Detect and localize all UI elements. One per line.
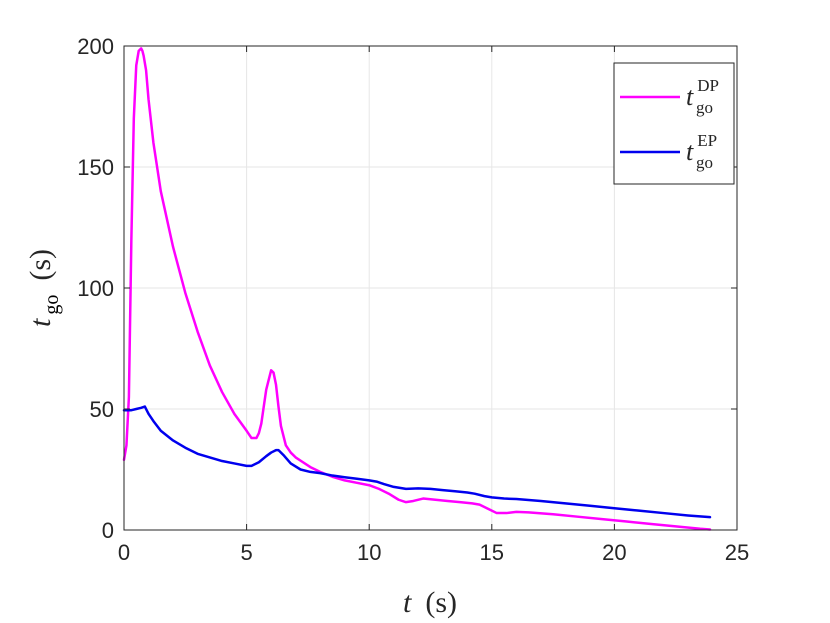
x-tick-label: 0 xyxy=(118,540,130,565)
x-axis-label: t (s) xyxy=(403,586,457,619)
y-axis-sub: go xyxy=(41,295,63,315)
x-axis-unit: (s) xyxy=(425,586,457,619)
y-tick-label: 200 xyxy=(77,34,114,59)
x-tick-label: 25 xyxy=(725,540,749,565)
ticks: 0 5 10 15 20 25 0 50 100 150 200 xyxy=(77,34,749,565)
legend-box xyxy=(613,62,735,185)
x-tick-label: 20 xyxy=(602,540,626,565)
x-tick-label: 15 xyxy=(480,540,504,565)
legend-dp-sub: go xyxy=(696,98,713,117)
legend-label-ep: t EP xyxy=(686,131,717,166)
x-axis-var: t xyxy=(403,586,412,619)
y-axis-unit: (s) xyxy=(24,249,57,281)
legend-dp-sup: DP xyxy=(697,76,719,95)
y-tick-label: 0 xyxy=(102,518,114,543)
series-line-ep xyxy=(122,405,712,519)
y-tick-label: 100 xyxy=(77,276,114,301)
y-axis-label: t go (s) xyxy=(24,249,63,327)
series-group xyxy=(122,47,712,531)
legend-ep-sup: EP xyxy=(697,131,717,150)
legend-label-dp: t DP xyxy=(686,76,719,111)
legend-dp-var: t xyxy=(686,82,694,111)
y-tick-label: 50 xyxy=(90,397,114,422)
legend-ep-sub: go xyxy=(696,153,713,172)
y-axis-var: t xyxy=(24,318,57,327)
x-tick-label: 5 xyxy=(240,540,252,565)
legend: t DP go t EP go xyxy=(613,62,735,185)
series-line-dp xyxy=(122,47,712,531)
y-tick-label: 150 xyxy=(77,155,114,180)
x-tick-label: 10 xyxy=(357,540,381,565)
legend-ep-var: t xyxy=(686,137,694,166)
